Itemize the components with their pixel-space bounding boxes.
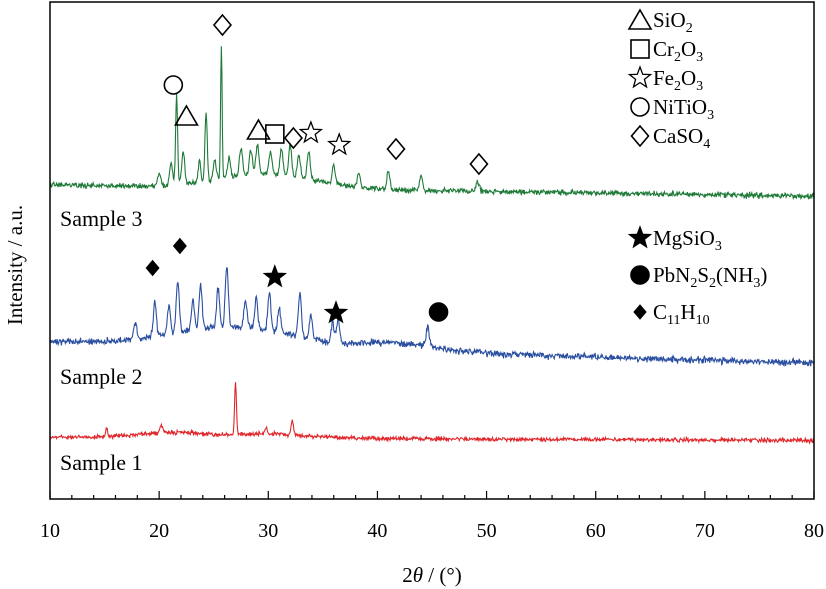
xrd-line-sample-3 [49,46,815,201]
legend-label-part: CaSO [653,124,703,148]
pbn2s2nh3-circle-marker [428,302,449,322]
triangle-icon [627,8,653,30]
legend-label-part: H [681,300,696,324]
legend-label-part: MgSiO [653,226,715,250]
legend-item: SiO2 [627,8,693,36]
legend-label-part: NiTiO [653,95,707,119]
diamond-icon [630,124,650,148]
fe2o3-star-marker [327,132,352,156]
legend-label-part: C [653,300,667,324]
legend-label-part: (NH [716,263,753,287]
legend-item: NiTiO3 [630,95,714,123]
legend-label-part: 3 [753,276,760,291]
x-axis: 10 20 30 40 50 60 70 80 [40,491,824,542]
x-tick-label: 20 [149,520,169,542]
x-tick-label: 40 [367,520,387,542]
legend-label-part: 3 [696,50,703,65]
phase-markers [145,13,489,324]
legend-label: SiO2 [653,8,693,36]
legend-label-part: 3 [715,239,722,254]
legend-label-part: 3 [707,108,714,123]
x-axis-title-unit: / (°) [423,563,462,587]
xrd-curves [49,46,815,445]
caso4-diamond-marker [386,137,406,161]
legend-label-part: O [681,66,696,90]
x-axis-title-theta: θ [413,563,423,587]
legend-label: NiTiO3 [653,95,714,123]
xrd-line-sample-1 [49,382,815,445]
star-icon [627,225,653,249]
legend-label: Cr2O3 [653,37,703,65]
phase-legend: SiO2Cr2O3Fe2O3NiTiO3CaSO4MgSiO3PbN2S2(NH… [627,8,767,328]
fe2o3-star-marker [298,120,324,144]
sio2-triangle-marker [174,104,199,126]
nitio3-circle-marker [163,75,184,95]
xrd-line-sample-2 [49,267,815,367]
mgsio3-star-marker [323,300,349,324]
circle-icon [630,265,650,285]
legend-label-part: Fe [653,66,674,90]
y-axis-title: Intensity / a.u. [3,205,27,325]
star-icon [627,65,653,89]
caso4-diamond-marker [283,126,303,150]
legend-label-part: 2 [690,276,697,291]
sample-label: Sample 3 [60,206,143,231]
x-tick-label: 60 [586,520,606,542]
legend-label-part: ) [760,263,767,287]
legend-item: MgSiO3 [627,225,722,254]
legend-label: Fe2O3 [653,66,703,94]
legend-label: C11H10 [653,300,710,328]
legend-item: C11H10 [633,300,710,328]
caso4-diamond-marker [212,13,232,37]
legend-label-part: 2 [686,21,693,36]
legend-label: PbN2S2(NH3) [653,263,767,291]
x-tick-label: 70 [695,520,715,542]
sample-label: Sample 1 [60,450,143,475]
legend-label-part: 2 [674,50,681,65]
legend-label-part: 4 [703,137,710,152]
legend-item: CaSO4 [630,124,710,152]
legend-label: CaSO4 [653,124,710,152]
legend-label-part: S [697,263,709,287]
c11h10-diamond-marker [145,259,160,277]
legend-item: Cr2O3 [630,37,703,65]
caso4-diamond-marker [469,152,489,176]
x-axis-title-prefix: 2 [402,563,413,587]
legend-label-part: PbN [653,263,690,287]
legend-label-part: 2 [709,276,716,291]
legend-label-part: 11 [667,313,680,328]
mgsio3-star-marker [262,264,288,288]
x-tick-label: 80 [804,520,824,542]
smalldiamond-icon [633,304,647,320]
legend-item: Fe2O3 [627,65,703,94]
x-tick-label: 30 [258,520,278,542]
legend-label-part: Cr [653,37,674,61]
legend-label: MgSiO3 [653,226,722,254]
legend-label-part: O [681,37,696,61]
x-tick-label: 10 [40,520,60,542]
cr2o3-square-marker [265,124,285,144]
circle-icon [630,97,650,117]
x-tick-label: 50 [477,520,497,542]
legend-label-part: 3 [696,79,703,94]
sio2-triangle-marker [246,118,271,140]
sample-label: Sample 2 [60,364,143,389]
legend-item: PbN2S2(NH3) [630,263,767,291]
c11h10-diamond-marker [172,237,187,255]
legend-label-part: 2 [674,79,681,94]
square-icon [630,39,650,59]
plot-frame [49,1,815,500]
legend-label-part: SiO [653,8,686,32]
x-axis-title: 2θ / (°) [402,563,462,587]
legend-label-part: 10 [696,313,710,328]
